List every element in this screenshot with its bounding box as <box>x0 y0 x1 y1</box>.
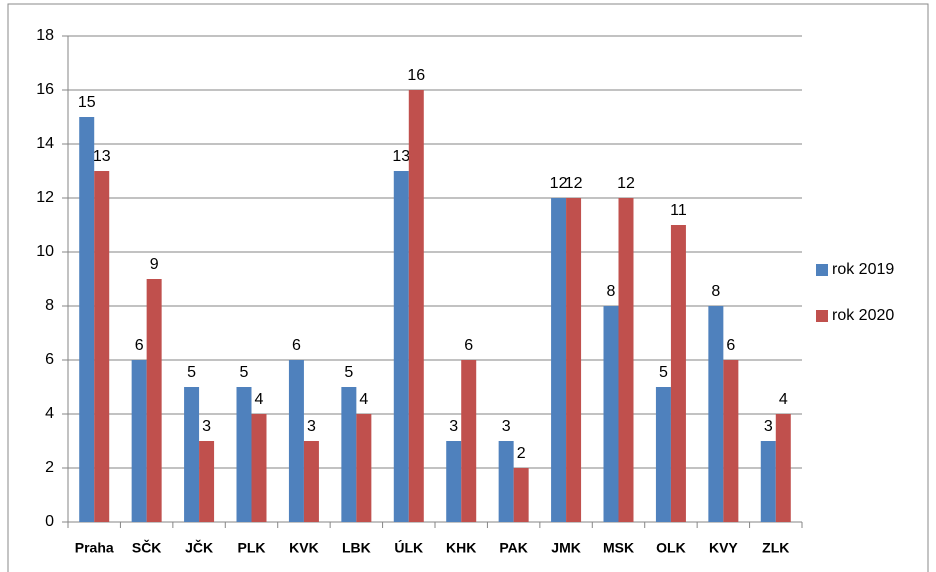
legend-swatch <box>816 264 828 276</box>
x-tick-label: PAK <box>499 540 528 556</box>
data-label: 9 <box>150 256 159 273</box>
bar <box>618 198 634 522</box>
data-label: 3 <box>502 418 511 435</box>
y-tick-label: 18 <box>36 27 54 44</box>
x-tick-label: SČK <box>132 539 162 556</box>
chart-border <box>7 3 929 572</box>
x-tick-label: ZLK <box>762 540 789 556</box>
bar <box>303 441 319 522</box>
bar <box>775 414 791 522</box>
bar <box>393 171 409 522</box>
bar <box>341 387 357 522</box>
x-tick-label: KVK <box>289 540 319 556</box>
bar <box>461 360 477 522</box>
bar <box>236 387 252 522</box>
x-tick-label: KVY <box>709 540 738 556</box>
y-tick-label: 8 <box>45 297 54 314</box>
x-tick-label: LBK <box>342 540 371 556</box>
data-label: 11 <box>670 202 687 219</box>
data-label: 5 <box>659 364 668 381</box>
bar <box>184 387 200 522</box>
data-label: 6 <box>292 337 301 354</box>
data-label: 3 <box>449 418 458 435</box>
y-tick-label: 12 <box>36 189 54 206</box>
bar <box>199 441 215 522</box>
data-label: 5 <box>187 364 196 381</box>
data-label: 5 <box>240 364 249 381</box>
bar <box>566 198 582 522</box>
bar <box>146 279 162 522</box>
data-label: 16 <box>407 67 425 84</box>
y-tick-label: 0 <box>45 513 54 530</box>
data-label: 12 <box>565 175 583 192</box>
x-tick-label: PLK <box>238 540 266 556</box>
data-label: 4 <box>779 391 788 408</box>
bar <box>551 198 567 522</box>
legend-label: rok 2020 <box>832 307 894 324</box>
y-tick-label: 16 <box>36 81 54 98</box>
data-label: 3 <box>764 418 773 435</box>
bar <box>708 306 724 522</box>
data-label: 6 <box>464 337 473 354</box>
bar <box>408 90 424 522</box>
data-label: 4 <box>359 391 368 408</box>
bar <box>513 468 529 522</box>
legend-label: rok 2019 <box>832 261 894 278</box>
data-label: 3 <box>307 418 316 435</box>
bar <box>723 360 739 522</box>
data-label: 4 <box>255 391 264 408</box>
bar <box>603 306 619 522</box>
x-tick-label: Praha <box>75 540 114 556</box>
bar <box>356 414 372 522</box>
data-label: 3 <box>202 418 211 435</box>
data-label: 13 <box>392 148 410 165</box>
data-label: 6 <box>135 337 144 354</box>
y-tick-label: 10 <box>36 243 54 260</box>
legend-swatch <box>816 310 828 322</box>
bar <box>446 441 462 522</box>
data-label: 2 <box>517 445 526 462</box>
y-tick-label: 6 <box>45 351 54 368</box>
data-label: 12 <box>550 175 568 192</box>
bar <box>79 117 95 522</box>
x-tick-label: OLK <box>656 540 686 556</box>
data-label: 8 <box>607 283 616 300</box>
data-label: 15 <box>78 94 96 111</box>
bar <box>655 387 671 522</box>
y-tick-label: 4 <box>45 405 54 422</box>
bar <box>760 441 776 522</box>
x-tick-label: JMK <box>551 540 581 556</box>
data-label: 13 <box>93 148 111 165</box>
bar <box>498 441 514 522</box>
y-tick-label: 14 <box>36 135 54 152</box>
y-tick-label: 2 <box>45 459 54 476</box>
bar <box>251 414 267 522</box>
data-label: 6 <box>726 337 735 354</box>
x-tick-label: KHK <box>446 540 476 556</box>
x-tick-label: JČK <box>185 539 213 556</box>
x-tick-label: MSK <box>603 540 634 556</box>
data-label: 5 <box>344 364 353 381</box>
data-label: 8 <box>711 283 720 300</box>
bar <box>94 171 110 522</box>
x-tick-label: ÚLK <box>394 539 423 556</box>
bar <box>131 360 147 522</box>
bar <box>670 225 686 522</box>
bar <box>288 360 304 522</box>
data-label: 12 <box>617 175 635 192</box>
